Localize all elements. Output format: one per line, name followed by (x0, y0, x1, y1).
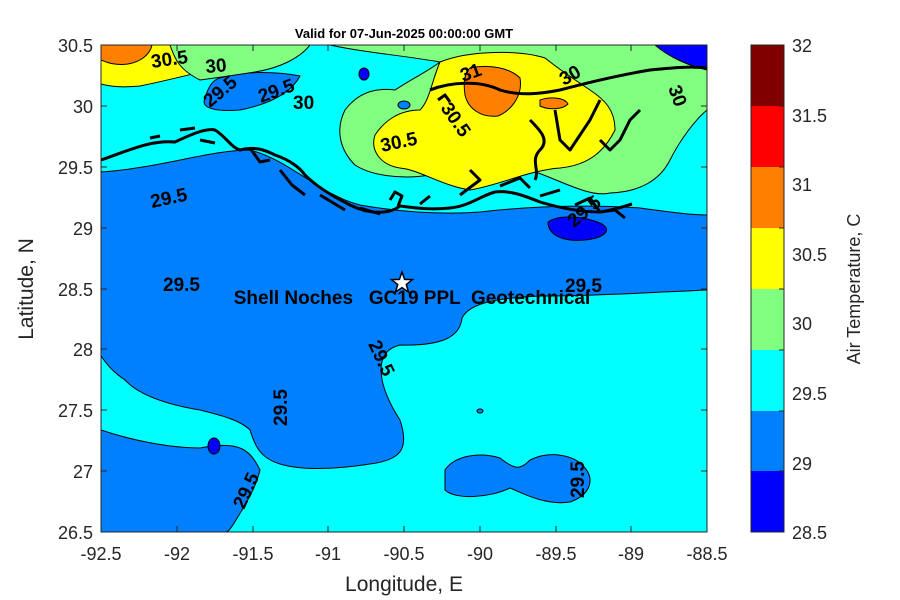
colorbar-tick-label: 28.5 (792, 523, 827, 543)
band-29-29p5-southwest (101, 429, 261, 532)
contour-label: 29.5 (163, 275, 200, 296)
band-29-29p5-west (101, 297, 213, 355)
colorbar-segment (751, 411, 784, 471)
contour-label: 30.5 (150, 47, 190, 73)
band-28p5-29-blob (358, 67, 370, 81)
x-axis-ticks (100, 45, 708, 532)
y-axis-label: Latitude, N (15, 238, 38, 340)
band-30p5-31-northeast (373, 51, 616, 191)
colorbar-tick-label: 29 (792, 454, 812, 474)
y-axis-tick-labels: 30.5 30 29.5 29 28.5 28 27.5 27 26.5 (58, 36, 93, 543)
x-tick-label: -89 (618, 544, 644, 564)
contour-fills (101, 45, 707, 532)
band-28p5-29-coast (547, 216, 607, 241)
colorbar-tick-label: 31.5 (792, 106, 827, 126)
colorbar-tick-label: 30 (792, 314, 812, 334)
coastline (101, 65, 707, 220)
x-tick-label: -92.5 (80, 544, 121, 564)
x-tick-label: -91.5 (232, 544, 273, 564)
band-29-29p5-northwest (203, 72, 301, 111)
y-tick-label: 26.5 (58, 523, 93, 543)
x-tick-label: -91 (315, 544, 341, 564)
contour-label: 29.5 (565, 276, 602, 297)
band-29-29p5-blob-small (476, 408, 484, 414)
map-title: Valid for 07-Jun-2025 00:00:00 GMT (295, 26, 513, 41)
colorbar-tick-label: 30.5 (792, 245, 827, 265)
x-tick-label: -88.5 (686, 544, 727, 564)
colorbar-label: Air Temperature, C (844, 214, 864, 365)
band-30-30p5-northwest (169, 45, 311, 81)
x-axis-label: Longitude, E (345, 573, 463, 596)
colorbar-segment (751, 106, 784, 167)
band-31-31p5-small (539, 97, 569, 110)
y-tick-label: 30.5 (58, 36, 93, 56)
colorbar-segment (751, 350, 784, 411)
colorbar: 32 31.5 31 30.5 30 29.5 29 28.5 Air Temp… (750, 36, 864, 543)
site-star-icon (389, 269, 415, 294)
y-tick-label: 29.5 (58, 158, 93, 178)
colorbar-segment (751, 45, 784, 106)
colorbar-tick-label: 31 (792, 175, 812, 195)
site-annotation: Shell Noches GC19 PPL Geotechnical (234, 269, 591, 309)
band-29-29p5-south (444, 454, 591, 504)
y-tick-label: 28 (73, 340, 93, 360)
band-28p5-29-blob-south (207, 437, 221, 455)
y-tick-label: 29 (73, 219, 93, 239)
x-tick-label: -90 (467, 544, 493, 564)
y-tick-label: 28.5 (58, 280, 93, 300)
contour-label: 29.5 (271, 389, 292, 426)
colorbar-tick-label: 32 (792, 36, 812, 56)
y-tick-label: 30 (73, 97, 93, 117)
colorbar-segment (751, 471, 784, 532)
x-axis-tick-labels: -92.5 -92 -91.5 -91 -90.5 -90 -89.5 -89 … (80, 544, 727, 564)
x-tick-label: -92 (164, 544, 190, 564)
band-31-31p5-northwest (101, 45, 153, 65)
colorbar-tick-label: 29.5 (792, 384, 827, 404)
y-tick-label: 27.5 (58, 401, 93, 421)
contour-label: 29.5 (568, 461, 589, 498)
contour-label: 30 (205, 55, 228, 78)
colorbar-segment (751, 167, 784, 228)
x-tick-label: -89.5 (535, 544, 576, 564)
y-tick-label: 27 (73, 462, 93, 482)
contour-label: 30 (293, 93, 314, 114)
colorbar-segment (751, 289, 784, 350)
colorbar-segment (751, 228, 784, 289)
x-tick-label: -90.5 (383, 544, 424, 564)
site-label: Shell Noches GC19 PPL Geotechnical (234, 288, 591, 309)
y-axis-ticks (101, 44, 707, 533)
band-28p5-29-northeast (654, 45, 707, 71)
band-29-29p5-blob (397, 100, 411, 110)
